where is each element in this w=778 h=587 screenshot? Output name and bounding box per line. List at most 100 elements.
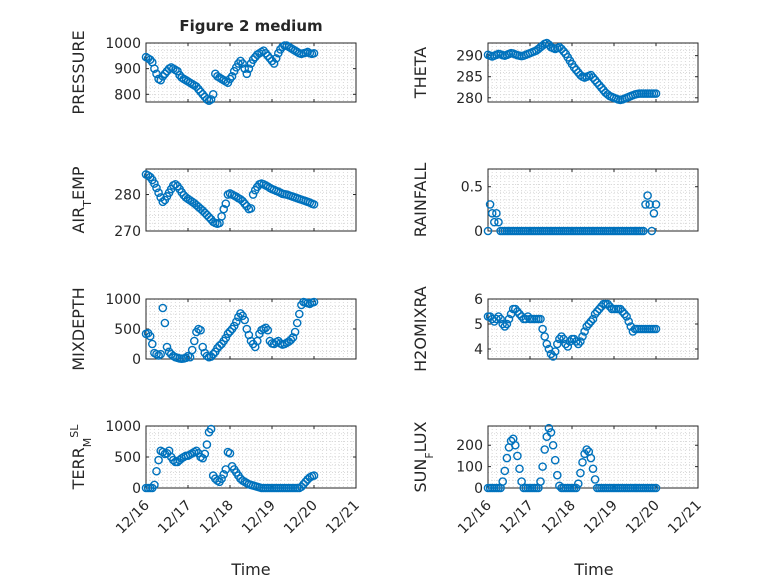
data-point (590, 309, 600, 319)
data-point (309, 48, 319, 58)
subplot-5: 0 500 1000 MIXDEPTH (69, 287, 357, 371)
data-point (158, 197, 168, 207)
data-point (269, 59, 279, 68)
data-point (494, 217, 503, 227)
data-point (236, 309, 245, 318)
data-point (242, 69, 252, 79)
data-point (231, 192, 241, 202)
x-axis-label-right: Time (573, 560, 613, 579)
data-point (586, 70, 596, 80)
data-point (546, 428, 556, 437)
data-point (208, 349, 218, 359)
x-tick-label: 12/21 (665, 498, 705, 538)
y-tick-label: 270 (114, 224, 141, 240)
axes-box (145, 168, 357, 232)
data-point (240, 64, 249, 73)
data-point (234, 59, 243, 68)
data-point (588, 314, 598, 324)
axes-box (487, 298, 699, 360)
data-point (158, 72, 168, 81)
data-point (538, 41, 547, 50)
data-point (297, 482, 306, 492)
y-axis-label-part: THETA (411, 47, 430, 99)
data-point (582, 322, 592, 331)
y-axis-label-part: SL (68, 424, 81, 438)
data-point (299, 479, 308, 489)
data-point (206, 424, 216, 434)
data-point (649, 208, 659, 218)
y-tick-label: 900 (114, 62, 141, 78)
x-tick-label: 12/20 (623, 498, 663, 538)
subplot-8: 0 100 200 SUNFLUX 12/16 12/17 12/18 12/19 12/20 1… (411, 421, 705, 537)
x-tick-label: 12/17 (497, 498, 537, 538)
data-point (181, 353, 191, 363)
data-point (240, 199, 249, 208)
data-point (261, 323, 271, 333)
data-point (563, 342, 573, 351)
data-point (196, 87, 205, 97)
data-point (294, 309, 304, 319)
data-point (238, 311, 247, 321)
data-point (574, 479, 583, 489)
data-point (206, 95, 216, 104)
data-point (574, 339, 583, 349)
subplot-6: 4 5 6 H2OMIXRA (411, 286, 699, 372)
data-point (150, 64, 159, 73)
data-point (513, 451, 522, 461)
data-point (651, 89, 661, 98)
data-point (156, 193, 165, 202)
data-point (645, 200, 655, 209)
y-tick-label: 290 (456, 49, 483, 65)
x-tick-label: 12/21 (323, 498, 363, 538)
data-point (513, 307, 522, 316)
data-point (618, 307, 627, 316)
data-point (576, 337, 585, 346)
data-point (147, 339, 157, 349)
data-point (217, 474, 226, 484)
data-point (643, 191, 652, 200)
data-point (168, 455, 178, 465)
data-point (152, 183, 161, 193)
subplot-1: 800 900 1000 PRESSURE (69, 30, 357, 115)
data-point (536, 477, 545, 486)
data-point (259, 46, 268, 55)
data-point (225, 327, 235, 336)
y-axis-label: SUNFLUX (411, 421, 436, 492)
data-point (590, 75, 600, 85)
data-point (200, 449, 210, 459)
data-point (217, 212, 226, 221)
data-point (263, 325, 273, 335)
data-point (492, 314, 501, 324)
data-point (550, 347, 560, 356)
data-point (290, 327, 300, 337)
y-axis-label-part: H2OMIXRA (411, 286, 430, 372)
y-axis-label: THETA (411, 47, 430, 99)
y-tick-label: 1000 (105, 419, 141, 435)
data-point (263, 51, 273, 61)
y-tick-label: 0.5 (461, 180, 483, 196)
data-point (536, 314, 545, 324)
data-point (231, 317, 241, 327)
subplot-7: 0 500 1000 TERRMSL 12/16 12/17 12/18 12/19 12/20… (68, 419, 363, 537)
y-axis-label: MIXDEPTH (69, 287, 88, 370)
data-point (309, 471, 319, 480)
data-point (651, 483, 661, 493)
data-point (500, 466, 510, 476)
data-point (265, 54, 275, 63)
data-point (576, 468, 585, 478)
data-point (215, 341, 224, 351)
axes-box (487, 42, 699, 103)
data-point (571, 337, 581, 346)
data-point (238, 196, 247, 206)
data-point (538, 462, 547, 471)
data-point (550, 455, 560, 465)
y-tick-label: 1000 (105, 36, 141, 52)
data-point (219, 470, 228, 479)
y-axis-label: RAINFALL (411, 163, 430, 238)
data-point (204, 212, 214, 222)
y-tick-label: 500 (114, 450, 141, 466)
data-point (492, 208, 501, 218)
data-point (557, 44, 566, 54)
data-point (590, 475, 600, 484)
y-axis-label-part: PRESSURE (69, 30, 88, 114)
